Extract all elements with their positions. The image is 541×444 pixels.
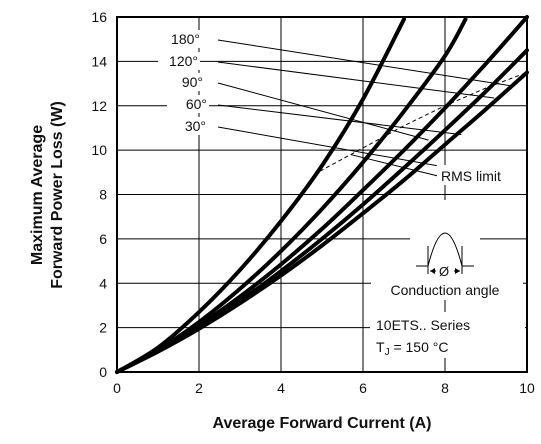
- conduction-label-background: [371, 278, 523, 300]
- conduction-angle-label: Conduction angle: [391, 282, 500, 298]
- series-info-background: [370, 312, 525, 358]
- annotations: 180° 120° 90° 60° 30° RMS limit Ø Conduction an…: [158, 30, 525, 358]
- curve-line: [115, 17, 468, 374]
- y-axis-title-line-1: Maximum Average: [29, 125, 46, 265]
- conduction-inset-background: [410, 200, 480, 282]
- tj-subscript: J: [385, 347, 390, 358]
- label-leader-line: [217, 126, 437, 167]
- series-name-label: 10ETS.. Series: [376, 317, 470, 333]
- y-tick-label: 14: [91, 53, 107, 69]
- angle-arrowhead-right: [455, 268, 460, 274]
- label-background: [166, 117, 208, 135]
- tick-labels: 0 2 4 6 8 10 0 2 4 6 8 10 12 14 16: [91, 9, 535, 396]
- label-leader-line: [217, 39, 511, 87]
- x-axis-title: Average Forward Current (A): [213, 415, 432, 432]
- series-label: 60°: [186, 96, 207, 112]
- x-tick-label: 0: [113, 380, 121, 396]
- x-tick-label: 8: [441, 380, 449, 396]
- label-leader-line: [217, 82, 429, 141]
- series-label: 90°: [182, 74, 203, 90]
- tj-prefix: T: [376, 339, 385, 355]
- y-tick-label: 0: [99, 364, 107, 380]
- x-tick-label: 6: [359, 380, 367, 396]
- y-tick-label: 4: [99, 275, 107, 291]
- y-tick-label: 10: [91, 142, 107, 158]
- y-axis-title-line-2: Forward Power Loss (W): [49, 101, 66, 289]
- series-label: 120°: [169, 53, 198, 69]
- y-axis-title: Maximum Average Forward Power Loss (W): [29, 101, 66, 289]
- junction-temperature-label: TJ = 150 °C: [376, 339, 448, 358]
- conduction-angle-symbol: Ø: [439, 264, 449, 279]
- curve-line: [115, 17, 406, 374]
- rms-label-background: [437, 165, 523, 185]
- angle-arrowhead-left: [430, 268, 435, 274]
- y-tick-label: 2: [99, 320, 107, 336]
- series-label: 180°: [171, 31, 200, 47]
- curves: [115, 15, 529, 374]
- label-leader-line: [217, 61, 495, 99]
- series-label: 30°: [185, 118, 206, 134]
- plot-frame: [116, 16, 528, 373]
- x-tick-label: 4: [277, 380, 285, 396]
- label-leader-line: [217, 104, 462, 136]
- label-background: [160, 30, 202, 48]
- label-background: [163, 73, 205, 91]
- x-tick-label: 2: [195, 380, 203, 396]
- tj-value: = 150 °C: [390, 339, 449, 355]
- rms-limit-label: RMS limit: [441, 168, 501, 184]
- y-tick-label: 16: [91, 9, 107, 25]
- label-background: [167, 95, 209, 113]
- label-background: [158, 52, 200, 70]
- y-tick-label: 8: [99, 187, 107, 203]
- y-tick-label: 12: [91, 98, 107, 114]
- rms-leader-line: [350, 154, 439, 177]
- half-wave-icon: [416, 232, 474, 267]
- y-tick-label: 6: [99, 231, 107, 247]
- x-tick-label: 10: [519, 380, 535, 396]
